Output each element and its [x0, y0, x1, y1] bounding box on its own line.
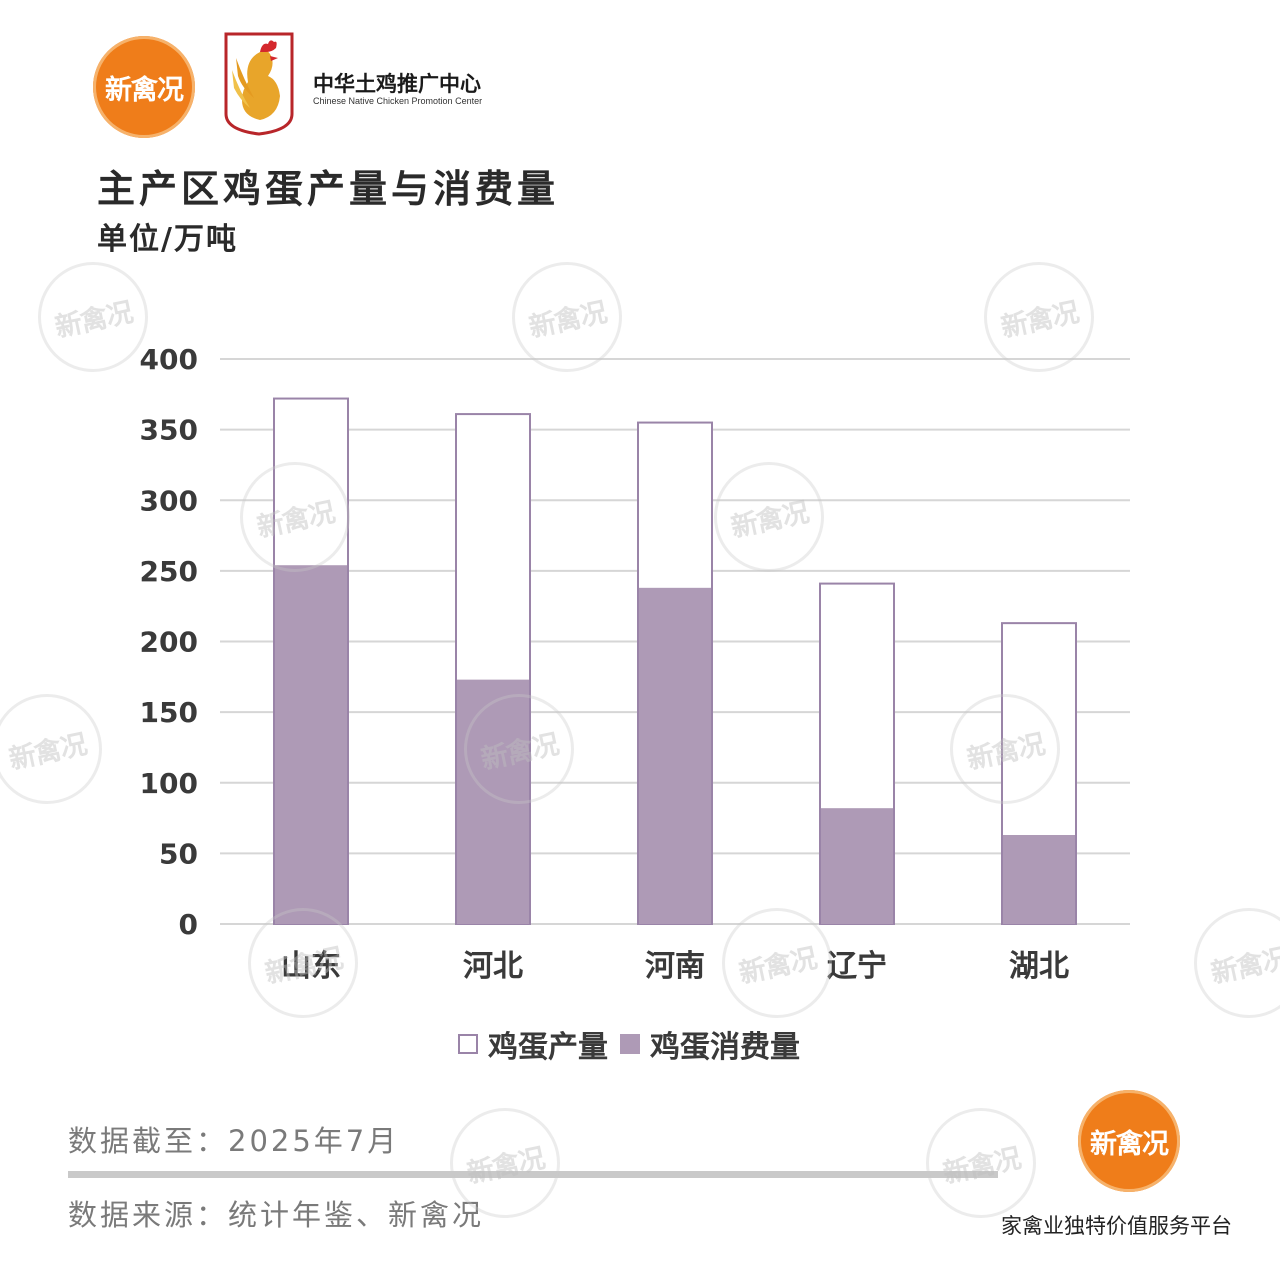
legend-swatch-consumption	[620, 1034, 640, 1054]
brand-logo: 新禽况	[93, 36, 195, 138]
rooster-icon	[224, 32, 294, 136]
bar-consumption	[1003, 835, 1075, 924]
y-tick-label: 250	[140, 555, 198, 588]
watermark: 新禽况	[915, 1097, 1047, 1229]
x-axis-labels: 山东 河北 河南 辽宁 湖北	[281, 949, 1069, 984]
bar-chart: 0 50 100 150 200 250 300 350 400 山东 河北 河南 辽宁 湖北	[140, 343, 1130, 984]
y-tick-label: 0	[179, 908, 198, 941]
legend-label-consumption: 鸡蛋消费量	[650, 1030, 800, 1065]
legend-item-consumption: 鸡蛋消费量	[620, 1022, 800, 1066]
footer-logo-text: 新禽况	[1090, 1128, 1169, 1160]
bar-consumption	[275, 565, 347, 924]
legend-label-production: 鸡蛋产量	[488, 1030, 608, 1065]
y-tick-label: 200	[140, 626, 198, 659]
y-tick-label: 50	[159, 837, 198, 870]
bar-consumption	[639, 587, 711, 924]
data-source: 数据来源：统计年鉴、新禽况	[68, 1198, 485, 1232]
bar-consumption	[821, 808, 893, 924]
x-tick-label: 山东	[281, 949, 341, 984]
bars	[273, 397, 1077, 926]
org-name-en: Chinese Native Chicken Promotion Center	[313, 96, 483, 106]
bar-consumption	[457, 679, 529, 924]
y-tick-label: 350	[140, 414, 198, 447]
legend-item-production: 鸡蛋产量	[458, 1022, 608, 1066]
y-tick-label: 300	[140, 484, 198, 517]
y-tick-label: 400	[140, 343, 198, 376]
y-tick-label: 150	[140, 696, 198, 729]
legend-swatch-production	[458, 1034, 478, 1054]
y-tick-label: 100	[140, 767, 198, 800]
y-axis-ticks: 0 50 100 150 200 250 300 350 400	[140, 343, 198, 941]
chart-unit: 单位/万吨	[97, 222, 238, 257]
x-tick-label: 河北	[463, 949, 523, 984]
x-tick-label: 湖北	[1009, 949, 1069, 984]
brand-logo-text: 新禽况	[105, 74, 184, 106]
data-date: 数据截至：2025年7月	[68, 1124, 400, 1158]
chart-title: 主产区鸡蛋产量与消费量	[97, 167, 560, 211]
footer-brand-logo: 新禽况	[1078, 1090, 1180, 1192]
legend: 鸡蛋产量 鸡蛋消费量	[458, 1022, 812, 1066]
x-tick-label: 辽宁	[827, 949, 887, 984]
x-tick-label: 河南	[645, 949, 705, 984]
org-name: 中华土鸡推广中心	[313, 72, 481, 96]
footer-divider	[68, 1171, 998, 1178]
slogan: 家禽业独特价值服务平台	[1001, 1214, 1232, 1238]
